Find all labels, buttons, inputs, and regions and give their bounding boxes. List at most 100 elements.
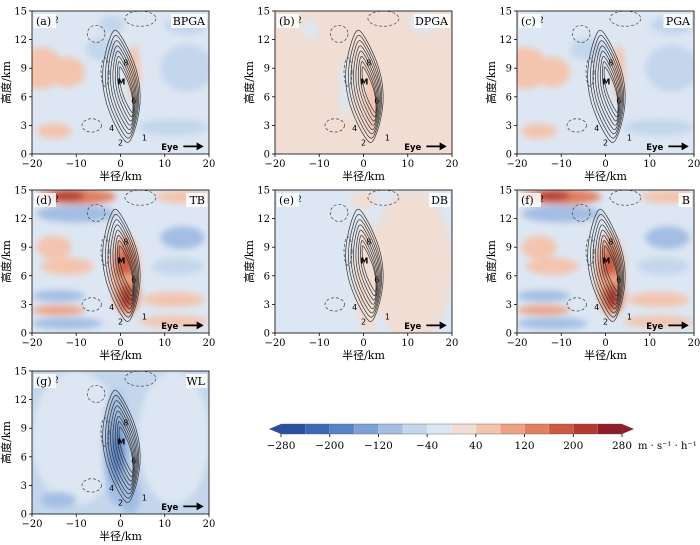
contour-label: 4 xyxy=(594,303,599,312)
x-tick-label: 20 xyxy=(688,338,700,349)
shading-blob xyxy=(36,205,117,223)
contour-label: 2 xyxy=(118,498,123,507)
y-tick-label: 6 xyxy=(21,271,27,282)
shading-blob xyxy=(98,14,125,34)
x-tick-label: −10 xyxy=(66,159,87,170)
contour-line xyxy=(118,245,134,292)
contour-line-negative xyxy=(585,236,595,266)
contour-line xyxy=(361,245,377,292)
contours-a xyxy=(81,11,157,143)
shading-blob xyxy=(32,317,103,330)
y-tick-label: 6 xyxy=(506,92,512,103)
x-tick-label: 0 xyxy=(360,338,366,349)
contour-line xyxy=(102,208,141,322)
y-tick-label: 9 xyxy=(21,243,27,254)
shading-blob xyxy=(32,305,86,315)
y-tick-label: 3 xyxy=(264,121,270,132)
contour-line-negative xyxy=(100,57,110,87)
contour-label: 2 xyxy=(297,194,302,203)
y-tick-label: 15 xyxy=(257,7,270,18)
x-tick-label: 10 xyxy=(158,338,171,349)
contour-label: 4 xyxy=(109,303,114,312)
contour-line xyxy=(114,55,135,122)
colorbar-segment xyxy=(475,424,501,434)
shading-f xyxy=(517,190,694,333)
x-tick-label: 10 xyxy=(158,159,171,170)
contour-label: 8 xyxy=(123,418,128,427)
contour-line xyxy=(117,421,134,478)
colorbar: −280 −200 −120 −40 40 120 200 280 m · s⁻¹ · h⁻¹ xyxy=(267,423,697,452)
contour-label: M xyxy=(602,77,610,86)
panel-title: B xyxy=(682,194,690,207)
contour-label: M xyxy=(117,77,125,86)
y-tick-label: 12 xyxy=(499,214,512,225)
shading-blob xyxy=(517,305,571,315)
contour-line xyxy=(357,55,378,122)
x-tick-label: −20 xyxy=(21,338,42,349)
y-tick-label: 0 xyxy=(21,329,27,340)
contour-line xyxy=(355,50,379,126)
y-tick-label: 3 xyxy=(21,481,27,492)
contour-line-negative xyxy=(585,57,595,87)
x-tick-label: 20 xyxy=(203,159,216,170)
contour-line xyxy=(361,66,377,113)
contour-line-negative xyxy=(571,24,591,43)
shading-blob xyxy=(301,20,320,40)
colorbar-segment xyxy=(451,424,477,434)
x-tick-label: 0 xyxy=(117,159,123,170)
contour-line xyxy=(105,34,140,139)
y-tick-label: 6 xyxy=(506,271,512,282)
contour-line xyxy=(357,234,378,301)
x-tick-label: 0 xyxy=(602,159,608,170)
shading-blob xyxy=(32,371,121,505)
contour-label: 8 xyxy=(123,237,128,246)
shading-blob xyxy=(645,226,690,250)
y-tick-label: 9 xyxy=(21,64,27,75)
eye-label: Eye xyxy=(404,322,421,332)
contour-line-negative xyxy=(86,384,106,403)
x-axis-label: 半径/km xyxy=(584,348,627,362)
colorbar-segment xyxy=(500,424,525,434)
contour-line xyxy=(105,213,140,318)
contour-label: 2 xyxy=(118,138,123,147)
shading-blob xyxy=(623,315,694,328)
contour-line xyxy=(590,213,625,318)
colorbar-segment xyxy=(524,424,550,434)
contour-label: 4 xyxy=(594,124,599,133)
contour-line xyxy=(118,426,134,473)
contour-line xyxy=(595,45,622,131)
y-axis-label: 高度/km xyxy=(484,61,498,104)
x-axis-label: 半径/km xyxy=(584,169,627,183)
contour-line xyxy=(587,29,626,143)
contour-line xyxy=(353,45,380,131)
panel-tag: (d) xyxy=(36,194,52,207)
contour-line-negative xyxy=(566,118,587,133)
contour-label: 8 xyxy=(608,58,613,67)
contour-line-negative xyxy=(367,190,400,206)
shading-blob xyxy=(354,218,382,333)
x-tick-label: −20 xyxy=(264,338,285,349)
x-tick-label: −10 xyxy=(551,159,572,170)
contour-label: M xyxy=(360,256,368,265)
shading-a xyxy=(32,11,209,154)
shading-blob xyxy=(350,190,377,210)
contour-line xyxy=(602,240,619,297)
shading-blob xyxy=(636,257,690,275)
y-tick-label: 3 xyxy=(506,121,512,132)
y-tick-label: 6 xyxy=(264,271,270,282)
contour-line xyxy=(110,45,137,131)
contour-line xyxy=(360,61,377,118)
x-tick-label: −20 xyxy=(21,159,42,170)
contour-line xyxy=(595,224,622,310)
colorbar-tick-label: 200 xyxy=(563,440,583,452)
contour-line xyxy=(353,224,380,310)
contour-label: 8 xyxy=(608,237,613,246)
contour-label: 2 xyxy=(54,15,59,24)
colorbar-segment xyxy=(548,424,574,434)
shading-blob xyxy=(517,317,588,330)
y-tick-label: 6 xyxy=(21,92,27,103)
panel-tag: (e) xyxy=(279,194,294,207)
